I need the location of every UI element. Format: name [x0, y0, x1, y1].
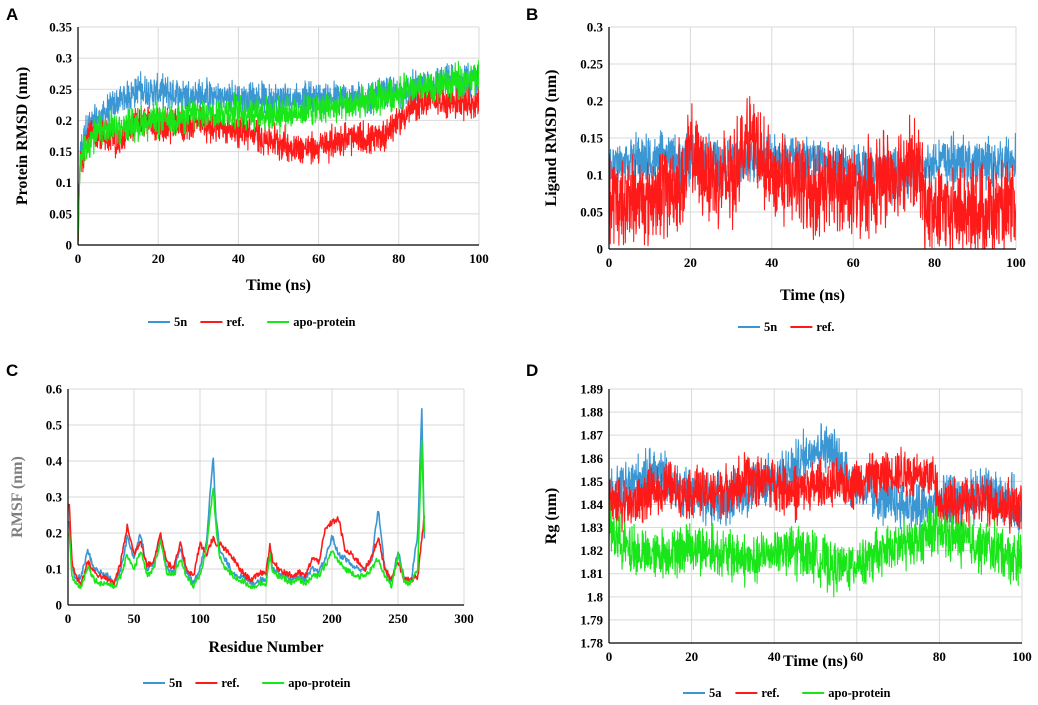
- x-tick-label: 20: [685, 649, 698, 664]
- x-tick-label: 40: [768, 649, 781, 664]
- series-line-apoprotein: [78, 60, 479, 245]
- y-tick-label: 0.25: [580, 57, 603, 72]
- x-tick-label: 100: [190, 611, 210, 626]
- y-tick-label: 0.25: [49, 82, 72, 97]
- legend-label: 5n: [169, 676, 182, 690]
- y-tick-label: 0: [597, 242, 604, 257]
- y-tick-label: 1.78: [580, 636, 603, 651]
- y-tick-label: 1.79: [580, 612, 603, 627]
- y-tick-label: 0.05: [580, 205, 603, 220]
- series-line-apoprotein: [609, 500, 1022, 598]
- series-group: [609, 95, 1016, 249]
- legend-label: ref.: [226, 315, 244, 329]
- y-tick-label: 0.15: [49, 144, 72, 159]
- x-tick-label: 250: [388, 611, 408, 626]
- y-tick-label: 1.89: [580, 382, 603, 397]
- y-tick-label: 0.4: [46, 454, 63, 469]
- panel-letter: A: [6, 5, 18, 24]
- x-tick-label: 0: [65, 611, 72, 626]
- x-tick-label: 200: [322, 611, 342, 626]
- x-tick-label: 0: [606, 649, 613, 664]
- legend-label: ref.: [816, 320, 834, 334]
- x-axis-title: Time (ns): [780, 287, 845, 304]
- x-tick-label: 150: [256, 611, 276, 626]
- x-tick-label: 40: [232, 251, 245, 266]
- x-tick-label: 100: [469, 251, 489, 266]
- x-tick-label: 20: [152, 251, 165, 266]
- y-tick-label: 0.35: [49, 20, 72, 35]
- y-tick-label: 1.84: [580, 497, 603, 512]
- x-axis-title: Residue Number: [208, 639, 323, 656]
- y-tick-label: 1.85: [580, 474, 603, 489]
- panel-c: C 0 0.1 0.2 0.3 0.4 0.5 0.6 0 50 100 150 200 250 300 Re…: [6, 361, 474, 690]
- series-group: [78, 60, 479, 245]
- y-axis-title: Ligand RMSD (nm): [543, 70, 560, 207]
- legend-label: 5n: [174, 315, 187, 329]
- y-tick-label: 0.1: [56, 175, 72, 190]
- x-axis-title: Time (ns): [246, 277, 311, 294]
- panel-b: B 0 0.05 0.1 0.15 0.2 0.25 0.3 0 20 40 60 80 100 Time …: [526, 5, 1026, 334]
- y-tick-label: 1.82: [580, 543, 603, 558]
- y-tick-label: 0.3: [56, 51, 73, 66]
- x-tick-label: 80: [928, 255, 941, 270]
- x-tick-label: 80: [933, 649, 946, 664]
- panel-letter: C: [6, 361, 18, 380]
- x-tick-label: 300: [454, 611, 474, 626]
- y-tick-label: 0.2: [56, 113, 72, 128]
- y-tick-label: 0.2: [587, 94, 603, 109]
- x-tick-label: 20: [684, 255, 697, 270]
- x-tick-label: 100: [1006, 255, 1026, 270]
- y-tick-label: 0: [66, 238, 73, 253]
- y-tick-label: 1.8: [587, 589, 604, 604]
- x-tick-label: 50: [128, 611, 141, 626]
- y-tick-label: 1.88: [580, 405, 603, 420]
- y-tick-label: 0.6: [46, 382, 63, 397]
- y-tick-label: 1.87: [580, 428, 603, 443]
- x-tick-label: 80: [392, 251, 405, 266]
- series-line-ref: [609, 95, 1016, 249]
- x-tick-label: 40: [765, 255, 778, 270]
- legend-label: 5a: [709, 686, 722, 700]
- series-group: [68, 408, 426, 590]
- y-axis-title: Rg (nm): [543, 488, 560, 544]
- panel-d: D 1.78 1.79 1.8 1.81 1.82 1.83 1.84 1.85 1.86 1.87…: [526, 361, 1032, 700]
- series-line-ref: [68, 503, 426, 586]
- legend-label: 5n: [764, 320, 777, 334]
- series-line-5n: [609, 130, 1016, 206]
- x-tick-label: 0: [606, 255, 613, 270]
- y-axis-title: Protein RMSD (nm): [14, 67, 31, 205]
- y-tick-label: 0.5: [46, 418, 63, 433]
- panel-letter: B: [526, 5, 538, 24]
- y-tick-label: 1.81: [580, 566, 603, 581]
- x-tick-label: 60: [847, 255, 860, 270]
- x-axis-title: Time (ns): [783, 653, 848, 670]
- x-tick-label: 0: [75, 251, 82, 266]
- y-tick-label: 0: [56, 598, 63, 613]
- legend-label: apo-protein: [828, 686, 890, 700]
- legend-label: ref.: [221, 676, 239, 690]
- y-tick-label: 0.3: [46, 490, 63, 505]
- legend-label: apo-protein: [293, 315, 355, 329]
- series-line-ref: [609, 446, 1022, 535]
- legend-label: apo-protein: [288, 676, 350, 690]
- x-tick-label: 60: [312, 251, 325, 266]
- y-tick-label: 1.83: [580, 520, 603, 535]
- y-tick-label: 0.2: [46, 526, 62, 541]
- x-tick-label: 60: [850, 649, 863, 664]
- y-tick-label: 0.3: [587, 20, 604, 35]
- y-tick-label: 0.1: [46, 562, 62, 577]
- panel-a: A 0 0.05 0.1 0.15 0.2 0.25 0.3 0.35 0 20 40 60 80 100 T…: [6, 5, 489, 329]
- y-tick-label: 0.05: [49, 206, 72, 221]
- series-line-apoprotein: [68, 440, 426, 590]
- y-tick-label: 0.15: [580, 131, 603, 146]
- series-group: [609, 423, 1022, 598]
- y-axis-title: RMSF (nm): [9, 456, 26, 538]
- y-tick-label: 1.86: [580, 451, 603, 466]
- y-tick-label: 0.1: [587, 168, 603, 183]
- panel-letter: D: [526, 361, 538, 380]
- x-tick-label: 100: [1012, 649, 1032, 664]
- legend-label: ref.: [761, 686, 779, 700]
- series-line-5n: [68, 408, 426, 586]
